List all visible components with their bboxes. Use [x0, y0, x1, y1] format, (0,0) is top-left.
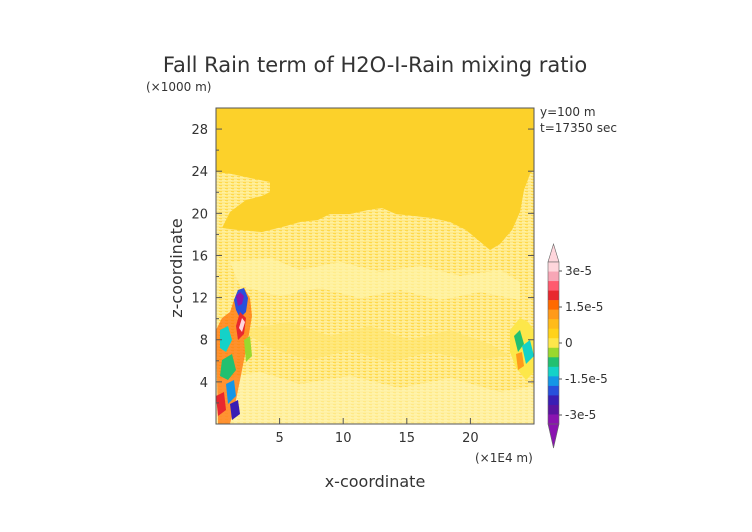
colorbar-segment — [548, 262, 559, 272]
colorbar-label: -3e-5 — [565, 408, 596, 422]
y-tick-label: 12 — [191, 292, 208, 307]
colorbar-segment — [548, 290, 559, 301]
y-tick-label: 28 — [191, 123, 208, 138]
y-tick-label: 8 — [200, 334, 208, 349]
heatmap-field — [216, 108, 534, 424]
cloud-lower-bright — [216, 372, 534, 424]
colorbar-segment — [548, 338, 559, 349]
colorbar-label: -1.5e-5 — [565, 372, 608, 386]
x-unit-label: (×1E4 m) — [475, 451, 533, 465]
colorbar-extend-top — [547, 242, 560, 263]
colorbar-segment — [548, 366, 559, 377]
x-tick-label: 15 — [399, 431, 416, 446]
cloud-wisps-lower — [240, 322, 510, 362]
colorbar: 3e-5 1.5e-5 0 -1.5e-5 -3e-5 — [547, 242, 608, 449]
colorbar-label: 0 — [565, 336, 573, 350]
colorbar-segment — [548, 300, 559, 310]
colorbar-label: 3e-5 — [565, 264, 592, 278]
annotation-t: t=17350 sec — [540, 121, 617, 135]
y-unit-label: (×1000 m) — [146, 80, 211, 94]
colorbar-segment — [548, 357, 559, 368]
left-edge-structure — [216, 288, 252, 424]
colorbar-segment — [548, 395, 559, 406]
colorbar-segment — [548, 414, 559, 425]
colorbar-label: 1.5e-5 — [565, 300, 603, 314]
colorbar-segment — [548, 281, 559, 291]
y-ticks: 4 8 12 16 20 24 28 — [191, 123, 534, 404]
y-tick-label: 20 — [191, 207, 208, 222]
x-tick-label: 10 — [335, 431, 352, 446]
colorbar-segment — [548, 271, 559, 282]
colorbar-segment — [548, 309, 559, 320]
chart-title: Fall Rain term of H2O-I-Rain mixing rati… — [163, 53, 587, 77]
y-tick-label: 16 — [191, 249, 208, 264]
y-axis-label: z-coordinate — [167, 218, 186, 318]
annotation-y: y=100 m — [540, 105, 596, 119]
colorbar-extend-bottom — [547, 423, 560, 449]
colorbar-segment — [548, 328, 559, 339]
cloud-wisps — [230, 258, 520, 300]
colorbar-segment — [548, 319, 559, 330]
colorbar-segment — [548, 385, 559, 396]
colorbar-segment — [548, 376, 559, 387]
colorbar-segment — [548, 347, 559, 358]
right-edge-structure — [510, 318, 534, 380]
x-axis-label: x-coordinate — [325, 472, 426, 491]
x-ticks: 5 10 15 20 — [275, 418, 479, 446]
colorbar-segment — [548, 404, 559, 415]
x-tick-label: 5 — [275, 431, 283, 446]
cloud-layer-region — [216, 170, 534, 424]
x-tick-label: 20 — [462, 431, 479, 446]
y-tick-label: 4 — [200, 376, 208, 391]
plot-frame — [215, 107, 535, 425]
y-tick-label: 24 — [191, 165, 208, 180]
